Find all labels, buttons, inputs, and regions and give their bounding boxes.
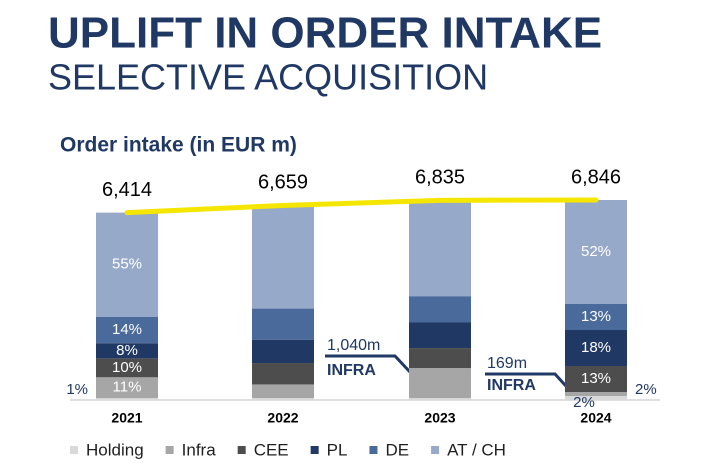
x-tick-label: 2022	[267, 410, 298, 426]
bar-segment	[565, 304, 627, 330]
data-label: 8%	[116, 342, 138, 359]
annotation-text: INFRA	[327, 362, 376, 379]
bar-segment	[252, 384, 314, 399]
bar-segment	[565, 366, 627, 392]
bar-segment	[565, 396, 627, 400]
data-label: 2%	[573, 394, 595, 411]
legend-swatch	[310, 446, 319, 454]
bar-segment	[565, 392, 627, 396]
y-label: Order intake (in EUR m)	[60, 134, 297, 157]
bar-segment	[409, 398, 471, 400]
data-label: 14%	[112, 321, 142, 338]
bar-segment	[409, 348, 471, 369]
legend-label: Holding	[86, 440, 144, 459]
bar-segment	[252, 363, 314, 385]
x-tick-label: 2024	[580, 410, 611, 426]
annotation-text: INFRA	[487, 377, 536, 394]
bar-segment	[96, 212, 158, 317]
data-label: 13%	[581, 308, 611, 325]
legend-label: Infra	[182, 440, 217, 459]
trend-line	[124, 197, 599, 216]
bar-segment	[409, 322, 471, 349]
legend-label: DE	[385, 440, 409, 459]
bar-segment	[252, 339, 314, 364]
bar-segment	[96, 377, 158, 399]
annotation-amount: 1,040m	[327, 337, 380, 354]
total-label: 6,846	[571, 166, 621, 188]
chart-subtitle: SELECTIVE ACQUISITION	[48, 57, 488, 98]
annotation-amount: 169m	[487, 355, 527, 372]
legend-swatch	[369, 446, 378, 454]
bar-segment	[252, 308, 314, 340]
legend-swatch	[237, 446, 246, 454]
bar-segment	[409, 368, 471, 399]
bar-segment	[409, 200, 471, 297]
total-label: 6,835	[415, 167, 465, 189]
bar-segment	[409, 296, 471, 323]
data-label: 52%	[581, 243, 611, 260]
bar-segment	[96, 358, 158, 378]
data-label: 18%	[581, 339, 611, 356]
bar-segment	[252, 205, 314, 309]
data-label: 10%	[112, 359, 142, 376]
bar-segment	[96, 316, 158, 344]
data-label: 2%	[635, 381, 657, 398]
bar-segment	[565, 200, 627, 304]
bar-segment	[565, 330, 627, 366]
data-label: 11%	[113, 379, 142, 396]
data-label: 55%	[112, 256, 142, 273]
chart-title: UPLIFT IN ORDER INTAKE	[48, 9, 602, 58]
data-label: 13%	[581, 370, 611, 387]
total-label: 6,659	[258, 172, 308, 194]
legend-label: PL	[327, 440, 348, 459]
legend-swatch	[431, 446, 440, 454]
legend-swatch	[165, 446, 174, 454]
legend-swatch	[70, 446, 78, 454]
data-label: 1%	[66, 381, 88, 398]
bar-segment	[96, 398, 158, 400]
legend-label: CEE	[254, 440, 289, 459]
x-tick-label: 2023	[424, 410, 455, 426]
bar-segment	[96, 343, 158, 359]
legend-label: AT / CH	[447, 440, 506, 459]
bar-segment	[252, 398, 314, 400]
x-tick-label: 2021	[111, 410, 142, 426]
total-label: 6,414	[102, 179, 152, 201]
